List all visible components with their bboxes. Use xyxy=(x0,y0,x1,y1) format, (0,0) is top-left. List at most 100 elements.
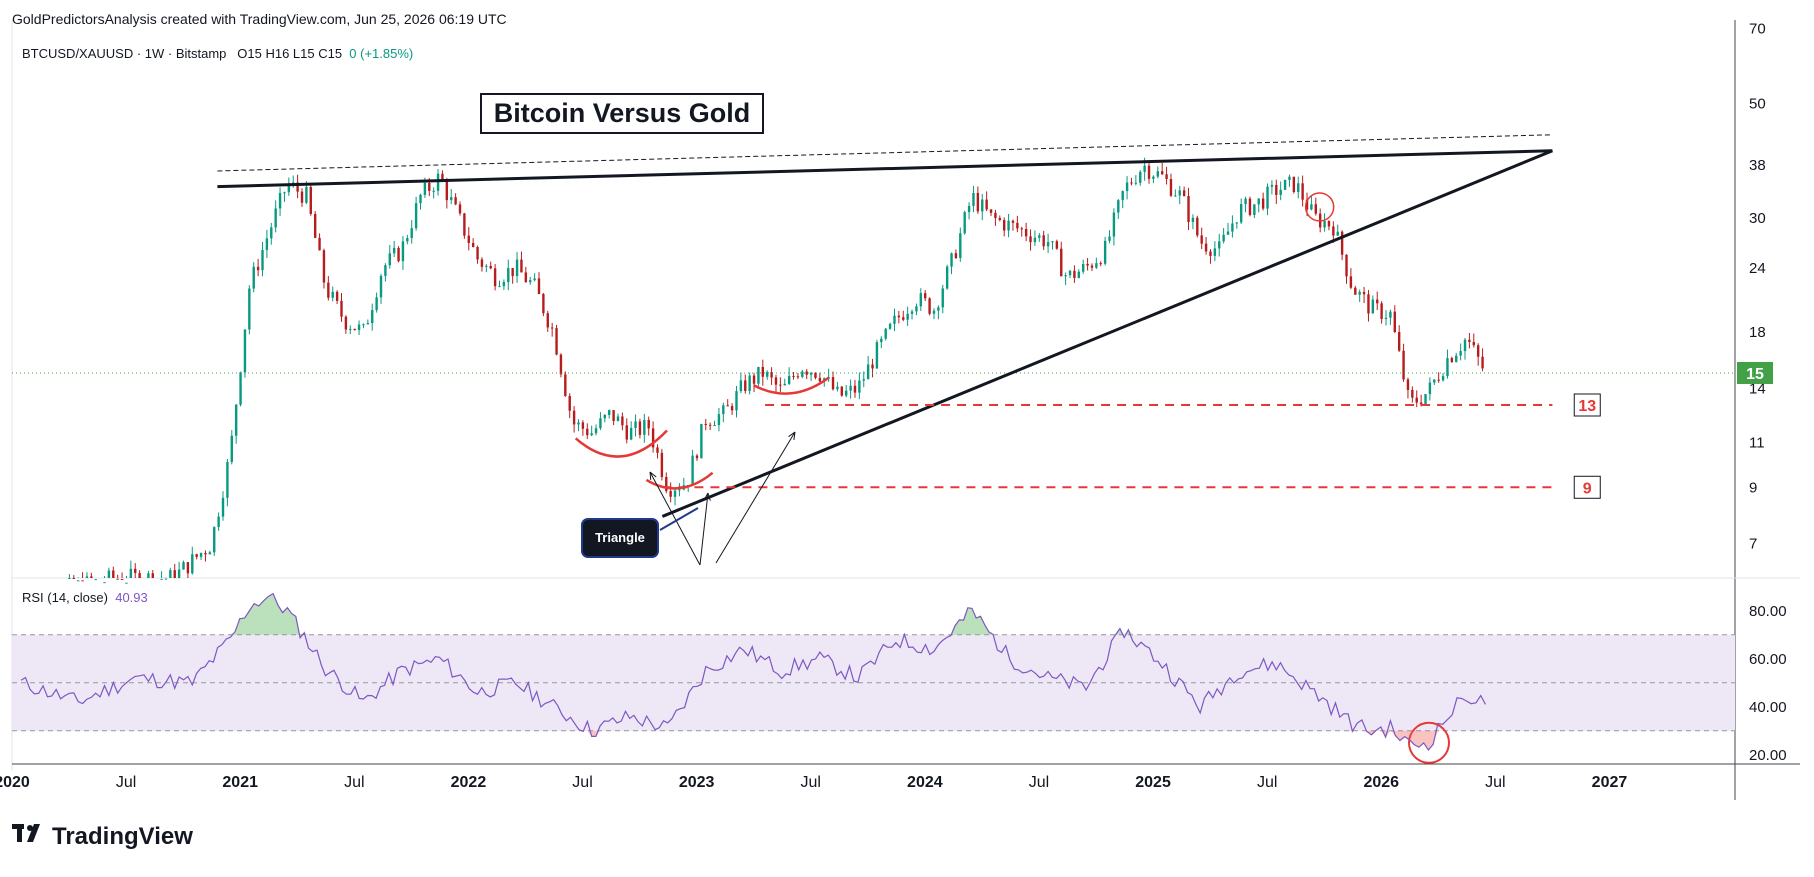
cup-arc-1[interactable] xyxy=(574,429,668,458)
candle-body xyxy=(616,416,620,422)
candle-body xyxy=(120,578,124,580)
candle-body xyxy=(902,317,905,320)
candle-body xyxy=(858,380,861,393)
symbol-name[interactable]: BTCUSD/XAUUSD · 1W · Bitstamp xyxy=(22,46,227,61)
candle-body xyxy=(568,395,571,411)
candle-body xyxy=(542,294,545,314)
symbol-legend[interactable]: BTCUSD/XAUUSD · 1W · Bitstamp O15 H16 L1… xyxy=(22,46,413,61)
candle-body xyxy=(362,324,365,326)
candle-body xyxy=(520,259,523,273)
candle-body xyxy=(840,386,844,396)
candle-body xyxy=(441,173,444,182)
candle-body xyxy=(923,293,927,299)
triangle-label: Triangle xyxy=(595,530,645,545)
candle-body xyxy=(673,490,677,497)
support-trendline[interactable] xyxy=(661,149,1554,518)
tradingview-brand[interactable]: TradingView xyxy=(12,822,193,851)
candle-body xyxy=(708,424,712,426)
candle-body xyxy=(1046,242,1050,247)
candle-body xyxy=(1095,263,1098,268)
candle-body xyxy=(248,288,251,330)
rsi-label[interactable]: RSI (14, close) xyxy=(22,590,108,605)
candle-body xyxy=(770,372,773,378)
last-price-tag xyxy=(1737,361,1773,384)
candle-body xyxy=(379,275,383,298)
candle-body xyxy=(1024,228,1028,237)
candle-body xyxy=(199,553,203,557)
candle-body xyxy=(704,423,707,425)
resistance-trendline[interactable] xyxy=(217,149,1553,189)
candle-body xyxy=(1345,254,1348,277)
candle-body xyxy=(1147,165,1151,179)
candle-body xyxy=(129,568,133,578)
candle-body xyxy=(423,182,427,195)
candle-body xyxy=(1279,189,1282,195)
candle-body xyxy=(1077,271,1081,278)
candle-body xyxy=(932,310,936,314)
candle-body xyxy=(1187,195,1190,222)
candle-body xyxy=(608,410,611,415)
candle-body xyxy=(1182,190,1186,196)
candle-body xyxy=(173,570,176,578)
candle-body xyxy=(634,421,637,428)
candle-body xyxy=(792,375,795,377)
candle-body xyxy=(1231,223,1234,232)
candle-body xyxy=(1433,379,1436,383)
candle-body xyxy=(1472,341,1475,346)
candle-body xyxy=(305,186,308,203)
candle-body xyxy=(695,455,699,459)
candle-body xyxy=(112,570,115,578)
triangle-label-box[interactable] xyxy=(581,518,659,558)
candle-body xyxy=(463,213,466,236)
resistance-dashed-line[interactable] xyxy=(217,134,1553,172)
candle-body xyxy=(818,377,822,382)
candle-body xyxy=(134,568,137,574)
rsi-legend[interactable]: RSI (14, close) 40.93 xyxy=(22,590,148,605)
candle-body xyxy=(230,435,233,462)
time-tick-label: 2022 xyxy=(451,774,487,791)
candle-body xyxy=(809,372,813,375)
title-box[interactable] xyxy=(480,93,764,134)
attribution-header: GoldPredictorsAnalysis created with Trad… xyxy=(12,11,507,27)
time-tick-label: 2023 xyxy=(679,774,715,791)
candle-body xyxy=(1270,184,1274,187)
arrow-2[interactable] xyxy=(699,492,709,566)
last-price-tag-text: 15 xyxy=(1746,366,1764,383)
candle-body xyxy=(801,371,804,377)
candle-body xyxy=(1235,222,1238,224)
rsi-oversold-circle[interactable] xyxy=(1408,721,1450,764)
candle-body xyxy=(454,197,457,205)
cup-arc-3[interactable] xyxy=(753,376,830,395)
candle-body xyxy=(945,266,949,289)
rsi-band-layer xyxy=(12,634,1735,732)
candle-body xyxy=(169,570,172,578)
arrow-1[interactable] xyxy=(649,471,701,566)
candle-body xyxy=(300,191,304,203)
drawings-layer: 13 9 Triangle Bitcoin Versus Gold xyxy=(12,93,1735,764)
candle-body xyxy=(1437,379,1440,381)
candle-body xyxy=(629,427,633,440)
candle-body xyxy=(1327,220,1331,227)
breakdown-circle[interactable] xyxy=(1304,192,1335,222)
candle-body xyxy=(335,291,339,301)
candle-body xyxy=(182,562,185,570)
candle-body xyxy=(151,573,154,578)
time-tick-label: 2021 xyxy=(222,774,258,791)
candle-body xyxy=(428,182,431,191)
arrow-3[interactable] xyxy=(715,431,796,564)
candle-body xyxy=(884,328,887,339)
candle-body xyxy=(897,315,901,318)
candle-body xyxy=(1261,198,1265,209)
level-label: 9 xyxy=(1583,480,1592,497)
candle-body xyxy=(493,268,497,287)
candle-body xyxy=(748,375,751,391)
rsi-line[interactable] xyxy=(20,592,1487,751)
candle-body xyxy=(340,300,343,317)
time-tick-label: 2020 xyxy=(0,774,30,791)
candle-body xyxy=(796,376,800,378)
cup-arc-2[interactable] xyxy=(645,471,714,490)
candle-body xyxy=(651,428,655,448)
candle-body xyxy=(1402,350,1405,380)
candles-layer xyxy=(68,157,1484,584)
